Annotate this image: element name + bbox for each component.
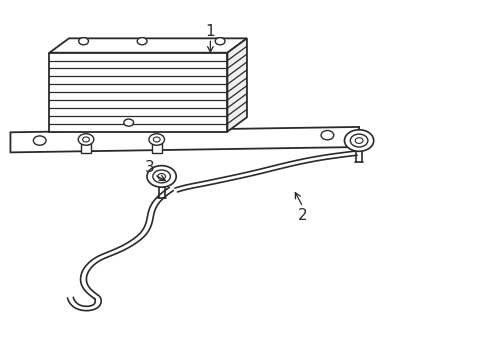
Polygon shape	[81, 144, 91, 153]
Circle shape	[153, 170, 170, 183]
Circle shape	[158, 174, 165, 179]
Circle shape	[149, 134, 164, 145]
Circle shape	[82, 137, 89, 142]
Polygon shape	[227, 39, 246, 132]
Text: 3: 3	[144, 160, 154, 175]
Circle shape	[153, 137, 160, 142]
Circle shape	[33, 136, 46, 145]
Circle shape	[78, 134, 94, 145]
Circle shape	[79, 38, 88, 45]
Text: 1: 1	[205, 24, 215, 39]
Circle shape	[344, 130, 373, 151]
Circle shape	[215, 38, 224, 45]
Circle shape	[321, 131, 333, 140]
Polygon shape	[49, 53, 227, 132]
Text: 2: 2	[298, 208, 307, 223]
Circle shape	[137, 38, 147, 45]
Polygon shape	[10, 127, 358, 152]
Circle shape	[354, 138, 362, 143]
Polygon shape	[49, 39, 246, 53]
Polygon shape	[152, 144, 161, 153]
Circle shape	[123, 119, 133, 126]
Circle shape	[147, 166, 176, 187]
Circle shape	[349, 134, 367, 147]
